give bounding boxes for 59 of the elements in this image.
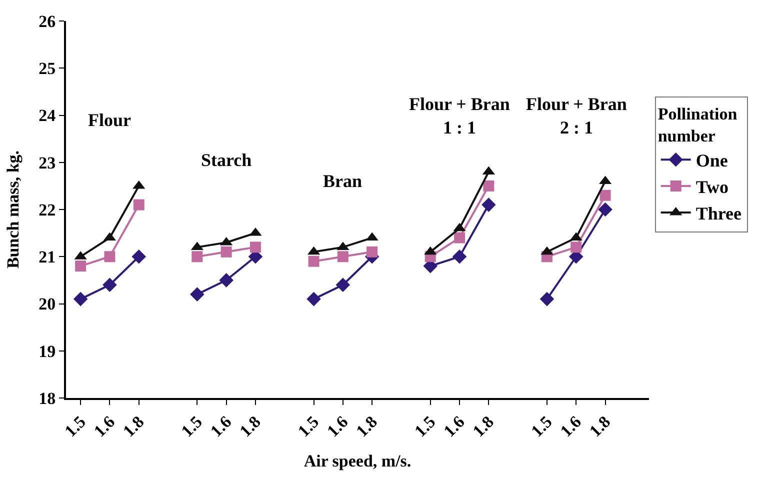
point — [600, 190, 611, 201]
point — [132, 249, 146, 264]
x-tick-label: 1.5 — [527, 412, 556, 441]
x-axis-title: Air speed, m/s. — [304, 452, 412, 471]
legend-title: Pollination number — [658, 104, 738, 146]
point — [220, 246, 232, 258]
point — [308, 256, 320, 267]
point — [104, 251, 116, 262]
point — [102, 278, 117, 292]
annotation: Flour + Bran 1 : 1 — [409, 94, 510, 138]
point — [337, 251, 348, 262]
point — [306, 292, 321, 306]
point — [366, 246, 378, 258]
y-tick-label: 24 — [38, 106, 56, 126]
annotation: Starch — [201, 150, 252, 170]
point — [192, 251, 203, 262]
y-tick-label: 18 — [38, 388, 56, 408]
point — [570, 242, 582, 253]
x-tick-label: 1.8 — [236, 412, 264, 441]
point — [483, 180, 494, 192]
x-tick-label: 1.8 — [352, 412, 381, 441]
x-tick-label: 1.5 — [294, 412, 323, 441]
y-tick-label: 26 — [38, 12, 56, 31]
point — [454, 232, 466, 244]
point — [482, 198, 496, 212]
y-tick-label: 22 — [38, 200, 56, 220]
x-tick-label: 1.8 — [119, 412, 148, 441]
annotation: Bran — [323, 171, 362, 191]
point — [250, 242, 261, 253]
y-tick-label: 19 — [38, 342, 56, 361]
point — [190, 287, 204, 302]
annotation: Flour + Bran 2 : 1 — [526, 94, 627, 138]
y-axis-title: Bunch mass, kg. — [4, 150, 23, 269]
point — [219, 273, 234, 288]
point — [133, 199, 144, 210]
x-tick-label: 1.6 — [90, 412, 119, 441]
point — [73, 292, 88, 306]
x-tick-label: 1.6 — [556, 412, 585, 441]
legend-label: Three — [696, 203, 742, 224]
x-tick-label: 1.8 — [586, 412, 614, 441]
point — [452, 249, 467, 264]
y-tick-label: 23 — [38, 153, 56, 172]
x-tick-label: 1.8 — [469, 412, 498, 441]
x-tick-label: 1.5 — [178, 412, 206, 441]
legend-label: Two — [696, 177, 728, 198]
x-tick-label: 1.6 — [440, 412, 468, 441]
point — [336, 278, 350, 292]
x-tick-label: 1.5 — [410, 412, 440, 441]
y-tick-label: 25 — [38, 59, 56, 78]
y-tick-label: 20 — [38, 294, 56, 314]
annotation: Flour — [88, 110, 132, 130]
point — [598, 202, 612, 217]
x-tick-label: 1.6 — [206, 412, 236, 441]
y-tick-label: 21 — [38, 248, 56, 267]
x-tick-label: 1.6 — [323, 412, 352, 441]
legend-label: One — [696, 150, 728, 171]
x-tick-label: 1.5 — [60, 412, 90, 441]
point — [75, 260, 86, 272]
point — [540, 292, 554, 306]
